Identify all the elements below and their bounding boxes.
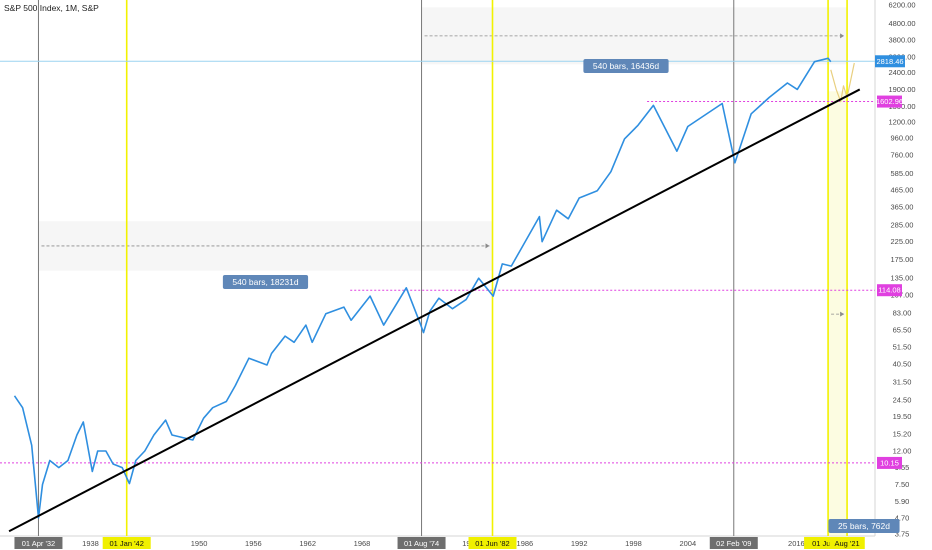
- date-badge-label: 02 Feb '09: [716, 539, 751, 548]
- range-info-box: [583, 59, 669, 73]
- date-badge-label: 01 Jul '19: [812, 539, 844, 548]
- level-badge: [877, 95, 902, 108]
- price-badge-label: 2818.46: [876, 57, 903, 66]
- range-info-label: 25 bars, 762d: [838, 521, 890, 531]
- level-badge-label: 10.15: [880, 458, 899, 467]
- trendline-layer: [8, 88, 861, 533]
- x-tick-label: 1998: [625, 539, 642, 548]
- y-tick-label: 15.20: [893, 430, 912, 439]
- x-tick-label: 1986: [517, 539, 534, 548]
- price-line-series: [13, 57, 832, 519]
- level-badge-label: 1602.96: [876, 97, 903, 106]
- y-tick-label: 5.90: [895, 497, 910, 506]
- x-tick-label: 1968: [354, 539, 371, 548]
- date-badge: [14, 537, 63, 549]
- range-info-box: [828, 519, 900, 533]
- chart-title: S&P 500 Index, 1M, S&P: [4, 3, 99, 13]
- x-tick-label: 2016: [788, 539, 805, 548]
- x-tick-label: 1950: [191, 539, 208, 548]
- date-badge-label: 01 Jan '42: [110, 539, 144, 548]
- x-tick-label: 1992: [571, 539, 588, 548]
- y-tick-label: 585.00: [891, 169, 914, 178]
- y-tick-label: 285.00: [891, 220, 914, 229]
- y-tick-label: 135.00: [891, 274, 914, 283]
- price-series: [13, 57, 855, 519]
- level-badge: [877, 284, 902, 297]
- date-badge-label: Aug '21: [834, 539, 859, 548]
- y-tick-label: 7.50: [895, 480, 910, 489]
- range-arrowhead: [485, 243, 490, 249]
- date-badge: [397, 537, 446, 549]
- range-info-box: [222, 275, 309, 289]
- y-tick-label: 12.00: [893, 446, 912, 455]
- y-tick-label: 24.50: [893, 396, 912, 405]
- level-badge-label: 114.08: [878, 286, 900, 295]
- y-tick-label: 4.70: [895, 513, 910, 522]
- y-tick-label: 465.00: [891, 185, 914, 194]
- y-tick-label: 40.50: [893, 360, 912, 369]
- x-tick-label: 1956: [245, 539, 262, 548]
- y-tick-label: 960.00: [891, 134, 914, 143]
- y-tick-label: 6200.00: [888, 1, 915, 10]
- y-tick-label: 2400.00: [888, 68, 915, 77]
- axis-badges: 01 Apr '32 01 Jan '42 01 Aug '74 01 Jun '82…: [14, 55, 905, 549]
- range-info-label: 540 bars, 18231d: [232, 277, 298, 287]
- date-badge-label: 01 Apr '32: [22, 539, 56, 548]
- y-tick-label: 3800.00: [888, 35, 915, 44]
- date-badge-label: 01 Jun '82: [475, 539, 509, 548]
- x-tick-label: 1938: [82, 539, 99, 548]
- range-boxes: [38, 7, 848, 537]
- y-tick-label: 4800.00: [888, 19, 915, 28]
- y-tick-label: 31.50: [893, 378, 912, 387]
- date-badge: [709, 537, 758, 549]
- date-badge: [102, 537, 151, 549]
- level-badge: [877, 456, 902, 469]
- y-tick-label: 175.00: [891, 255, 914, 264]
- y-tick-label: 1900.00: [888, 85, 915, 94]
- y-tick-label: 19.50: [893, 412, 912, 421]
- projection-series: [830, 62, 855, 103]
- range-info-labels: 540 bars, 18231d 540 bars, 16436d 25 bars,…: [222, 59, 900, 533]
- y-tick-label: 365.00: [891, 203, 914, 212]
- range-arrowhead: [840, 33, 845, 39]
- range-info-label: 540 bars, 16436d: [593, 61, 659, 71]
- date-badge-label: 01 Aug '74: [404, 539, 439, 548]
- trendline: [8, 88, 861, 533]
- y-tick-label: 225.00: [891, 237, 914, 246]
- y-tick-label: 1200.00: [888, 118, 915, 127]
- y-tick-label: 760.00: [891, 150, 914, 159]
- date-badge: [468, 537, 517, 549]
- x-tick-label: 1962: [299, 539, 316, 548]
- y-tick-label: 65.50: [893, 325, 912, 334]
- date-badge: [829, 537, 865, 549]
- y-tick-label: 51.50: [893, 342, 912, 351]
- vertical-markers: [37, 0, 848, 536]
- y-tick-label: 3.75: [895, 530, 910, 539]
- price-badge: [875, 55, 905, 68]
- range-arrowhead: [840, 311, 845, 317]
- y-tick-label: 83.00: [893, 308, 912, 317]
- x-tick-label: 2004: [679, 539, 696, 548]
